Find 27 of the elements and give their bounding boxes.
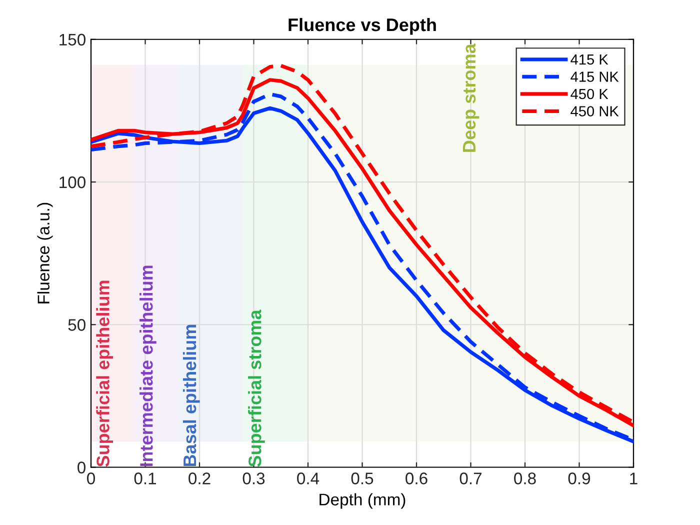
band-label: Basal epithelium [182, 324, 200, 466]
legend-label: 450 NK [570, 106, 619, 116]
x-tick-label: 0.2 [188, 472, 210, 484]
band-label: Intermediate epithelium [140, 266, 156, 466]
x-tick-label: 0.5 [351, 472, 374, 484]
band-label: Superficial epithelium [96, 280, 113, 467]
x-tick-label: 0.1 [134, 472, 156, 484]
x-axis-title: Depth (mm) [320, 493, 406, 509]
x-tick-label: 0.3 [242, 472, 265, 484]
y-tick-label: 50 [68, 319, 86, 331]
x-tick-label: 0.6 [406, 472, 428, 484]
legend-label: 415 K [570, 54, 608, 65]
legend-label: 450 K [570, 88, 608, 100]
y-axis-title: Fluence (a.u.) [37, 202, 53, 304]
y-tick-label: 150 [60, 34, 86, 46]
chart-title: Fluence vs Depth [288, 18, 436, 35]
y-tick-label: 0 [78, 462, 86, 474]
x-tick-label: 1 [630, 472, 638, 484]
x-tick-label: 0.9 [568, 472, 590, 484]
legend-label: 415 NK [570, 72, 619, 82]
band-label: Superficial stroma [248, 310, 265, 467]
band-label: Deep stroma [462, 44, 480, 152]
x-tick-label: 0.4 [297, 472, 320, 484]
x-tick-label: 0.7 [460, 472, 482, 484]
x-tick-label: 0.8 [514, 472, 536, 484]
x-tick-label: 0 [87, 472, 95, 484]
y-tick-label: 100 [60, 176, 86, 188]
